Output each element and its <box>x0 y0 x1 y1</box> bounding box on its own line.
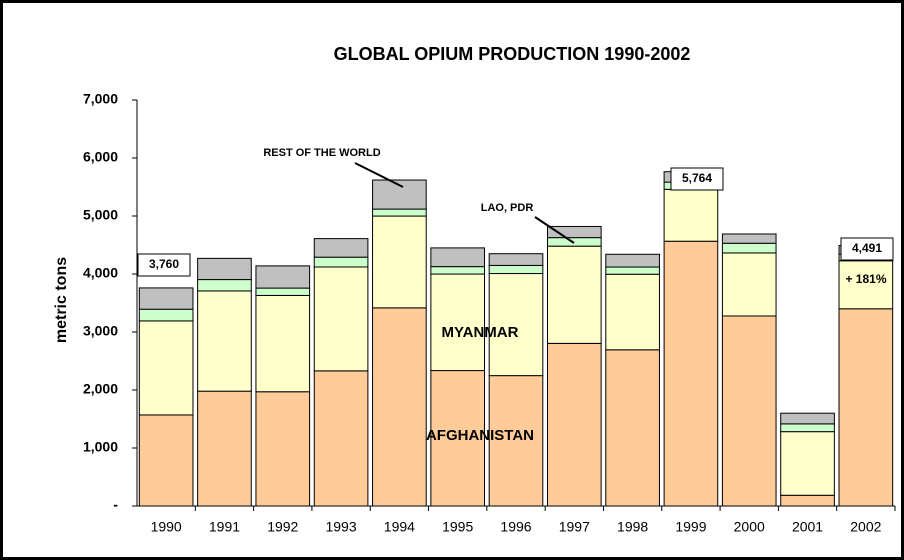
bar-segment <box>313 238 369 258</box>
arrow <box>534 216 575 244</box>
series-label: LAO, PDR <box>481 202 534 214</box>
x-tick-label: 1991 <box>209 519 240 535</box>
bar-segment <box>313 370 369 507</box>
x-tick-label: 1993 <box>325 519 356 535</box>
bar-segment <box>138 320 194 416</box>
bar-segment <box>546 225 602 239</box>
bar-segment <box>138 287 194 310</box>
bar-segment <box>488 375 544 507</box>
x-tick-label: 1992 <box>267 519 298 535</box>
bar-segment <box>430 370 486 507</box>
series-label: MYANMAR <box>442 324 519 341</box>
annotation-box <box>670 167 724 191</box>
bar-segment <box>838 308 894 507</box>
bar-segment <box>255 287 311 296</box>
bar-segment <box>255 294 311 393</box>
bar-segment <box>546 342 602 507</box>
bar-segment <box>313 256 369 268</box>
bar-segment <box>780 431 835 496</box>
annotation: 3,760 <box>149 257 179 271</box>
series-label: REST OF THE WORLD <box>263 147 380 159</box>
bar-segment <box>780 423 835 433</box>
y-tick-label: 2,000 <box>83 381 118 397</box>
bar-segment <box>663 188 719 242</box>
bar-segment <box>605 253 660 268</box>
bar-segment <box>372 215 427 309</box>
x-tick-label: 2001 <box>792 519 823 535</box>
x-tick-label: 1995 <box>442 519 473 535</box>
bar-segment <box>721 233 777 244</box>
bar-segment <box>430 247 486 268</box>
bar-segment <box>546 237 602 247</box>
bar-segment <box>197 390 252 507</box>
bar-segment <box>780 494 835 507</box>
bar-segment <box>430 273 486 372</box>
bar-segment <box>488 264 544 275</box>
bar-segment <box>488 253 544 266</box>
bar-segment <box>255 391 311 507</box>
bar-segment <box>838 260 894 310</box>
bar-segment <box>197 257 252 281</box>
annotation-box <box>840 237 894 261</box>
x-tick-label: 2002 <box>850 519 881 535</box>
bar-segment <box>372 208 427 217</box>
bar-segment <box>605 273 660 351</box>
x-tick-label: 2000 <box>734 519 765 535</box>
bar-segment <box>605 349 660 507</box>
annotation: 5,764 <box>682 171 712 185</box>
bar-segment <box>197 279 252 292</box>
bar-segment <box>197 290 252 392</box>
bar-segment <box>546 245 602 344</box>
bar-segment <box>138 414 194 507</box>
y-tick-label: - <box>113 497 118 513</box>
bar-segment <box>605 266 660 275</box>
arrow <box>354 162 404 188</box>
y-tick-label: 4,000 <box>83 265 118 281</box>
bar-segment <box>721 315 777 507</box>
bar-segment <box>313 266 369 372</box>
y-tick-label: 6,000 <box>83 149 118 165</box>
y-tick-label: 7,000 <box>83 91 118 107</box>
bar-segment <box>255 265 311 289</box>
bar-segment <box>780 412 835 425</box>
bar-segment <box>430 266 486 275</box>
bar-segment <box>721 242 777 254</box>
series-label: AFGHANISTAN <box>426 427 534 444</box>
y-tick-label: 1,000 <box>83 439 118 455</box>
x-tick-label: 1996 <box>500 519 531 535</box>
bar-segment <box>663 240 719 507</box>
x-tick-label: 1990 <box>151 519 182 535</box>
bar-segment <box>488 273 544 377</box>
y-tick-label: 5,000 <box>83 207 118 223</box>
y-tick-label: 3,000 <box>83 323 118 339</box>
bar-segment <box>372 307 427 507</box>
chart-title: GLOBAL OPIUM PRODUCTION 1990-2002 <box>334 44 691 64</box>
bar-segment <box>138 308 194 322</box>
x-tick-label: 1994 <box>384 519 415 535</box>
x-tick-label: 1999 <box>675 519 706 535</box>
y-axis-label: metric tons <box>53 257 70 343</box>
bar-segment <box>721 252 777 317</box>
annotation-box <box>137 253 191 277</box>
annotation: 4,491 <box>852 241 882 255</box>
x-tick-label: 1997 <box>559 519 590 535</box>
annotation: + 181% <box>845 272 886 286</box>
x-tick-label: 1998 <box>617 519 648 535</box>
